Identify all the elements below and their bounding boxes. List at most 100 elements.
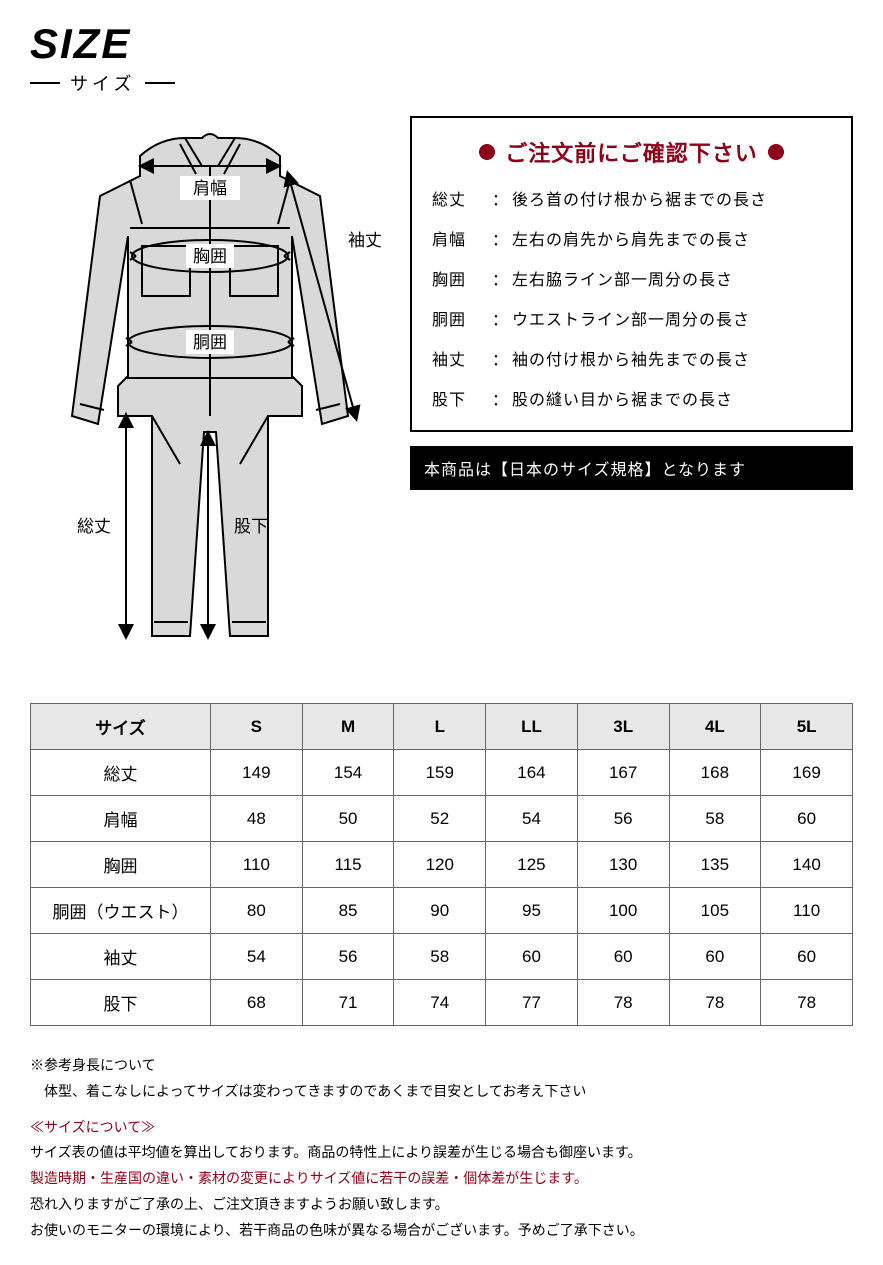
table-cell: 78 xyxy=(761,980,853,1026)
table-col-header: S xyxy=(211,704,303,750)
definition-row: 胸囲：左右脇ライン部一周分の長さ xyxy=(432,266,831,290)
def-desc: 袖の付け根から袖先までの長さ xyxy=(512,346,831,370)
info-title: ご注文前にご確認下さい xyxy=(505,136,758,168)
table-cell: 85 xyxy=(302,888,394,934)
size-standard-band: 本商品は【日本のサイズ規格】となります xyxy=(410,446,853,490)
table-cell: 77 xyxy=(486,980,578,1026)
table-cell: 95 xyxy=(486,888,578,934)
table-cell: 169 xyxy=(761,750,853,796)
table-cell: 167 xyxy=(577,750,669,796)
note-l4: お使いのモニターの環境により、若干商品の色味が異なる場合がございます。予めご了承… xyxy=(30,1219,853,1243)
def-term: 総丈 xyxy=(432,186,492,210)
table-row-label: 胴囲（ウエスト） xyxy=(31,888,211,934)
note-ref2: 体型、着こなしによってサイズは変わってきますのであくまで目安としてお考え下さい xyxy=(30,1080,853,1104)
table-col-header: LL xyxy=(486,704,578,750)
table-cell: 110 xyxy=(211,842,303,888)
table-row-label: 股下 xyxy=(31,980,211,1026)
garment-diagram: 肩幅 胸囲 胴囲 袖丈 総丈 股下 xyxy=(30,116,390,681)
table-cell: 54 xyxy=(211,934,303,980)
table-col-header: 5L xyxy=(761,704,853,750)
table-cell: 60 xyxy=(669,934,761,980)
garment-svg: 肩幅 胸囲 胴囲 袖丈 総丈 股下 xyxy=(30,116,390,676)
def-term: 胸囲 xyxy=(432,266,492,290)
table-cell: 168 xyxy=(669,750,761,796)
size-header: SIZE xyxy=(30,20,853,68)
table-col-header: L xyxy=(394,704,486,750)
table-col-header: 3L xyxy=(577,704,669,750)
size-table: サイズSMLLL3L4L5L 総丈149154159164167168169肩幅… xyxy=(30,703,853,1026)
def-sep: ： xyxy=(492,306,512,330)
note-l2: 製造時期・生産国の違い・素材の変更によりサイズ値に若干の誤差・個体差が生じます。 xyxy=(30,1167,853,1191)
dot-icon xyxy=(768,144,784,160)
table-header-row: サイズSMLLL3L4L5L xyxy=(31,704,853,750)
table-cell: 159 xyxy=(394,750,486,796)
label-sleeve: 袖丈 xyxy=(348,231,382,250)
definition-row: 肩幅：左右の肩先から肩先までの長さ xyxy=(432,226,831,250)
table-cell: 74 xyxy=(394,980,486,1026)
table-cell: 60 xyxy=(761,796,853,842)
def-desc: 左右の肩先から肩先までの長さ xyxy=(512,226,831,250)
table-cell: 115 xyxy=(302,842,394,888)
table-cell: 58 xyxy=(669,796,761,842)
top-row: 肩幅 胸囲 胴囲 袖丈 総丈 股下 ご注文前にご確認下さい 総丈：後ろ首の付け根… xyxy=(30,116,853,681)
table-cell: 140 xyxy=(761,842,853,888)
label-waist: 胴囲 xyxy=(193,333,227,352)
table-cell: 52 xyxy=(394,796,486,842)
info-box: ご注文前にご確認下さい 総丈：後ろ首の付け根から裾までの長さ肩幅：左右の肩先から… xyxy=(410,116,853,432)
table-row: 肩幅48505254565860 xyxy=(31,796,853,842)
header-line-left xyxy=(30,82,60,84)
table-cell: 48 xyxy=(211,796,303,842)
table-col-header: M xyxy=(302,704,394,750)
table-row: 胴囲（ウエスト）80859095100105110 xyxy=(31,888,853,934)
table-cell: 58 xyxy=(394,934,486,980)
definition-row: 総丈：後ろ首の付け根から裾までの長さ xyxy=(432,186,831,210)
notes-section: ※参考身長について 体型、着こなしによってサイズは変わってきますのであくまで目安… xyxy=(30,1054,853,1243)
table-row-label: 袖丈 xyxy=(31,934,211,980)
def-sep: ： xyxy=(492,346,512,370)
table-cell: 130 xyxy=(577,842,669,888)
note-heading: ≪サイズについて≫ xyxy=(30,1116,853,1140)
table-row-label: 肩幅 xyxy=(31,796,211,842)
table-cell: 154 xyxy=(302,750,394,796)
label-inseam: 股下 xyxy=(234,517,268,536)
def-sep: ： xyxy=(492,266,512,290)
note-ref1: ※参考身長について xyxy=(30,1054,853,1078)
table-row-label: 総丈 xyxy=(31,750,211,796)
table-cell: 60 xyxy=(486,934,578,980)
table-cell: 68 xyxy=(211,980,303,1026)
info-title-row: ご注文前にご確認下さい xyxy=(432,136,831,168)
def-term: 股下 xyxy=(432,386,492,410)
dot-icon xyxy=(479,144,495,160)
def-desc: ウエストライン部一周分の長さ xyxy=(512,306,831,330)
table-body: 総丈149154159164167168169肩幅48505254565860胸… xyxy=(31,750,853,1026)
label-total: 総丈 xyxy=(77,517,111,536)
table-cell: 60 xyxy=(761,934,853,980)
header-en: SIZE xyxy=(30,20,131,68)
def-term: 胴囲 xyxy=(432,306,492,330)
definition-row: 胴囲：ウエストライン部一周分の長さ xyxy=(432,306,831,330)
definitions-list: 総丈：後ろ首の付け根から裾までの長さ肩幅：左右の肩先から肩先までの長さ胸囲：左右… xyxy=(432,186,831,410)
def-sep: ： xyxy=(492,386,512,410)
info-column: ご注文前にご確認下さい 総丈：後ろ首の付け根から裾までの長さ肩幅：左右の肩先から… xyxy=(410,116,853,681)
table-head-label: サイズ xyxy=(31,704,211,750)
table-cell: 54 xyxy=(486,796,578,842)
table-cell: 135 xyxy=(669,842,761,888)
table-cell: 125 xyxy=(486,842,578,888)
table-col-header: 4L xyxy=(669,704,761,750)
table-cell: 78 xyxy=(669,980,761,1026)
table-cell: 164 xyxy=(486,750,578,796)
label-chest: 胸囲 xyxy=(193,247,227,266)
note-l1: サイズ表の値は平均値を算出しております。商品の特性上により誤差が生じる場合も御座… xyxy=(30,1141,853,1165)
def-term: 袖丈 xyxy=(432,346,492,370)
def-sep: ： xyxy=(492,226,512,250)
table-row: 総丈149154159164167168169 xyxy=(31,750,853,796)
table-row: 股下68717477787878 xyxy=(31,980,853,1026)
note-l3: 恐れ入りますがご了承の上、ご注文頂きますようお願い致します。 xyxy=(30,1193,853,1217)
table-row-label: 胸囲 xyxy=(31,842,211,888)
table-cell: 71 xyxy=(302,980,394,1026)
table-cell: 110 xyxy=(761,888,853,934)
header-jp-row: サイズ xyxy=(30,70,853,96)
def-desc: 股の縫い目から裾までの長さ xyxy=(512,386,831,410)
table-cell: 149 xyxy=(211,750,303,796)
table-row: 胸囲110115120125130135140 xyxy=(31,842,853,888)
